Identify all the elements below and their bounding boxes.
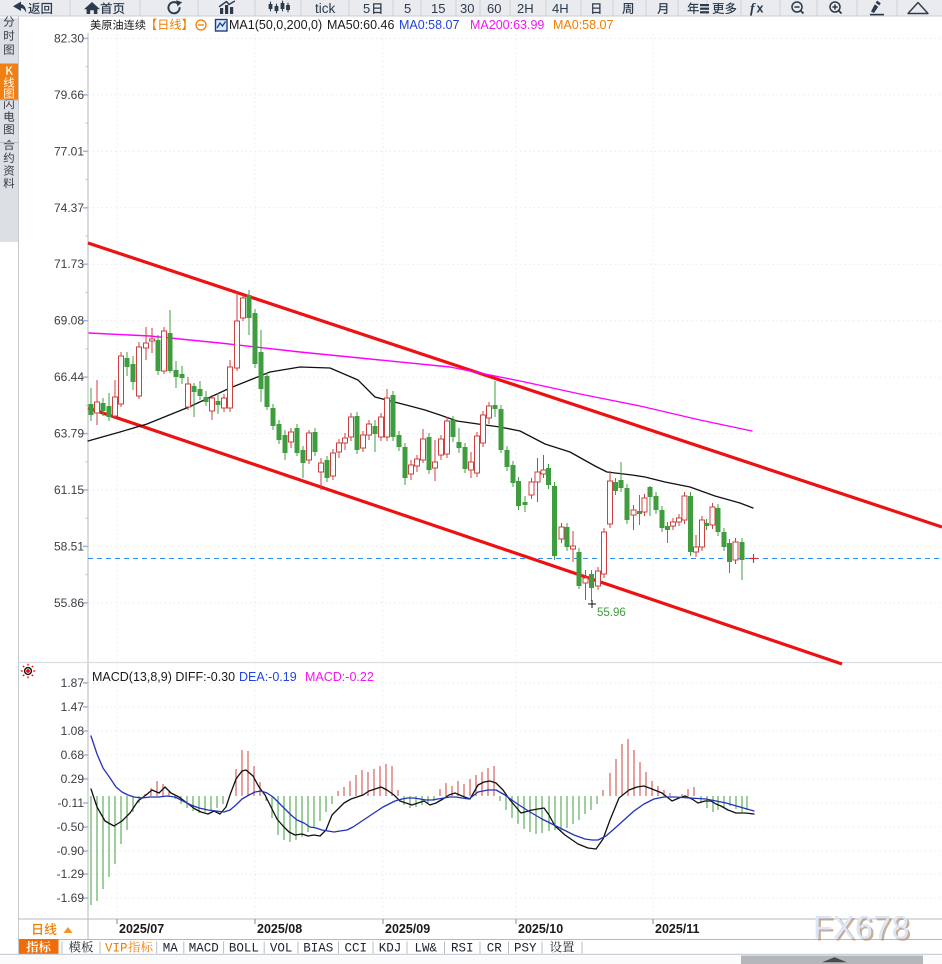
svg-text:0.68: 0.68 — [61, 748, 85, 762]
svg-text:-1.29: -1.29 — [57, 867, 85, 881]
svg-text:f: f — [750, 2, 756, 17]
svg-text:MACD(13,8,9) DIFF:-0.30: MACD(13,8,9) DIFF:-0.30 — [92, 670, 235, 684]
svg-text:VOL: VOL — [270, 942, 293, 956]
svg-text:1.87: 1.87 — [61, 676, 85, 690]
svg-text:0.29: 0.29 — [61, 772, 85, 786]
svg-text:BIAS: BIAS — [303, 942, 333, 956]
svg-text:63.79: 63.79 — [54, 427, 84, 441]
svg-text:15: 15 — [431, 1, 445, 16]
svg-text:-0.50: -0.50 — [57, 820, 85, 834]
svg-text:RSI: RSI — [451, 942, 474, 956]
svg-text:LW&: LW& — [414, 942, 437, 956]
svg-text:VIP: VIP — [105, 942, 128, 956]
svg-text:5: 5 — [363, 1, 370, 16]
svg-text:MA1(50,0,200,0): MA1(50,0,200,0) — [229, 18, 322, 32]
svg-text:-1.69: -1.69 — [57, 891, 85, 905]
svg-text:55.86: 55.86 — [54, 596, 84, 610]
svg-text:CCI: CCI — [344, 942, 367, 956]
svg-text:5: 5 — [404, 1, 411, 16]
svg-text:tick: tick — [315, 1, 336, 16]
svg-text:2025/11: 2025/11 — [655, 922, 700, 936]
svg-text:DEA:-0.19: DEA:-0.19 — [239, 670, 297, 684]
svg-text:FX678: FX678 — [815, 911, 912, 947]
svg-text:-0.11: -0.11 — [58, 796, 85, 810]
svg-text:MA0:58.07: MA0:58.07 — [399, 18, 460, 32]
svg-text:MACD: MACD — [189, 942, 219, 956]
svg-text:-0.90: -0.90 — [57, 844, 85, 858]
svg-text:69.08: 69.08 — [54, 314, 84, 328]
svg-text:2025/07: 2025/07 — [119, 922, 164, 936]
svg-text:MA50:60.46: MA50:60.46 — [327, 18, 394, 32]
svg-text:79.66: 79.66 — [54, 88, 84, 102]
svg-text:MA0:58.07: MA0:58.07 — [553, 18, 614, 32]
svg-text:82.30: 82.30 — [54, 31, 84, 45]
svg-text:2025/10: 2025/10 — [518, 922, 563, 936]
svg-text:BOLL: BOLL — [229, 942, 259, 956]
svg-text:1.08: 1.08 — [61, 724, 85, 738]
svg-text:FX678: FX678 — [813, 910, 910, 946]
svg-text:55.96: 55.96 — [597, 607, 626, 619]
svg-text:77.01: 77.01 — [54, 144, 84, 158]
svg-text:PSY: PSY — [514, 942, 537, 956]
svg-text:1.47: 1.47 — [61, 700, 85, 714]
svg-text:MACD:-0.22: MACD:-0.22 — [305, 670, 374, 684]
svg-text:CR: CR — [487, 942, 503, 956]
svg-text:30: 30 — [460, 1, 474, 16]
svg-text:61.15: 61.15 — [54, 483, 84, 497]
svg-text:x: x — [757, 2, 764, 16]
svg-text:60: 60 — [487, 1, 501, 16]
svg-text:58.51: 58.51 — [54, 539, 84, 553]
svg-text:2025/08: 2025/08 — [257, 922, 302, 936]
svg-text:2H: 2H — [517, 1, 534, 16]
svg-text:MA: MA — [163, 942, 179, 956]
svg-text:2025/09: 2025/09 — [385, 922, 430, 936]
svg-text:66.44: 66.44 — [54, 370, 84, 384]
svg-text:74.37: 74.37 — [54, 201, 84, 215]
svg-text:MA200:63.99: MA200:63.99 — [470, 18, 544, 32]
svg-text:71.73: 71.73 — [54, 257, 84, 271]
svg-text:KDJ: KDJ — [379, 942, 402, 956]
svg-text:4H: 4H — [552, 1, 569, 16]
